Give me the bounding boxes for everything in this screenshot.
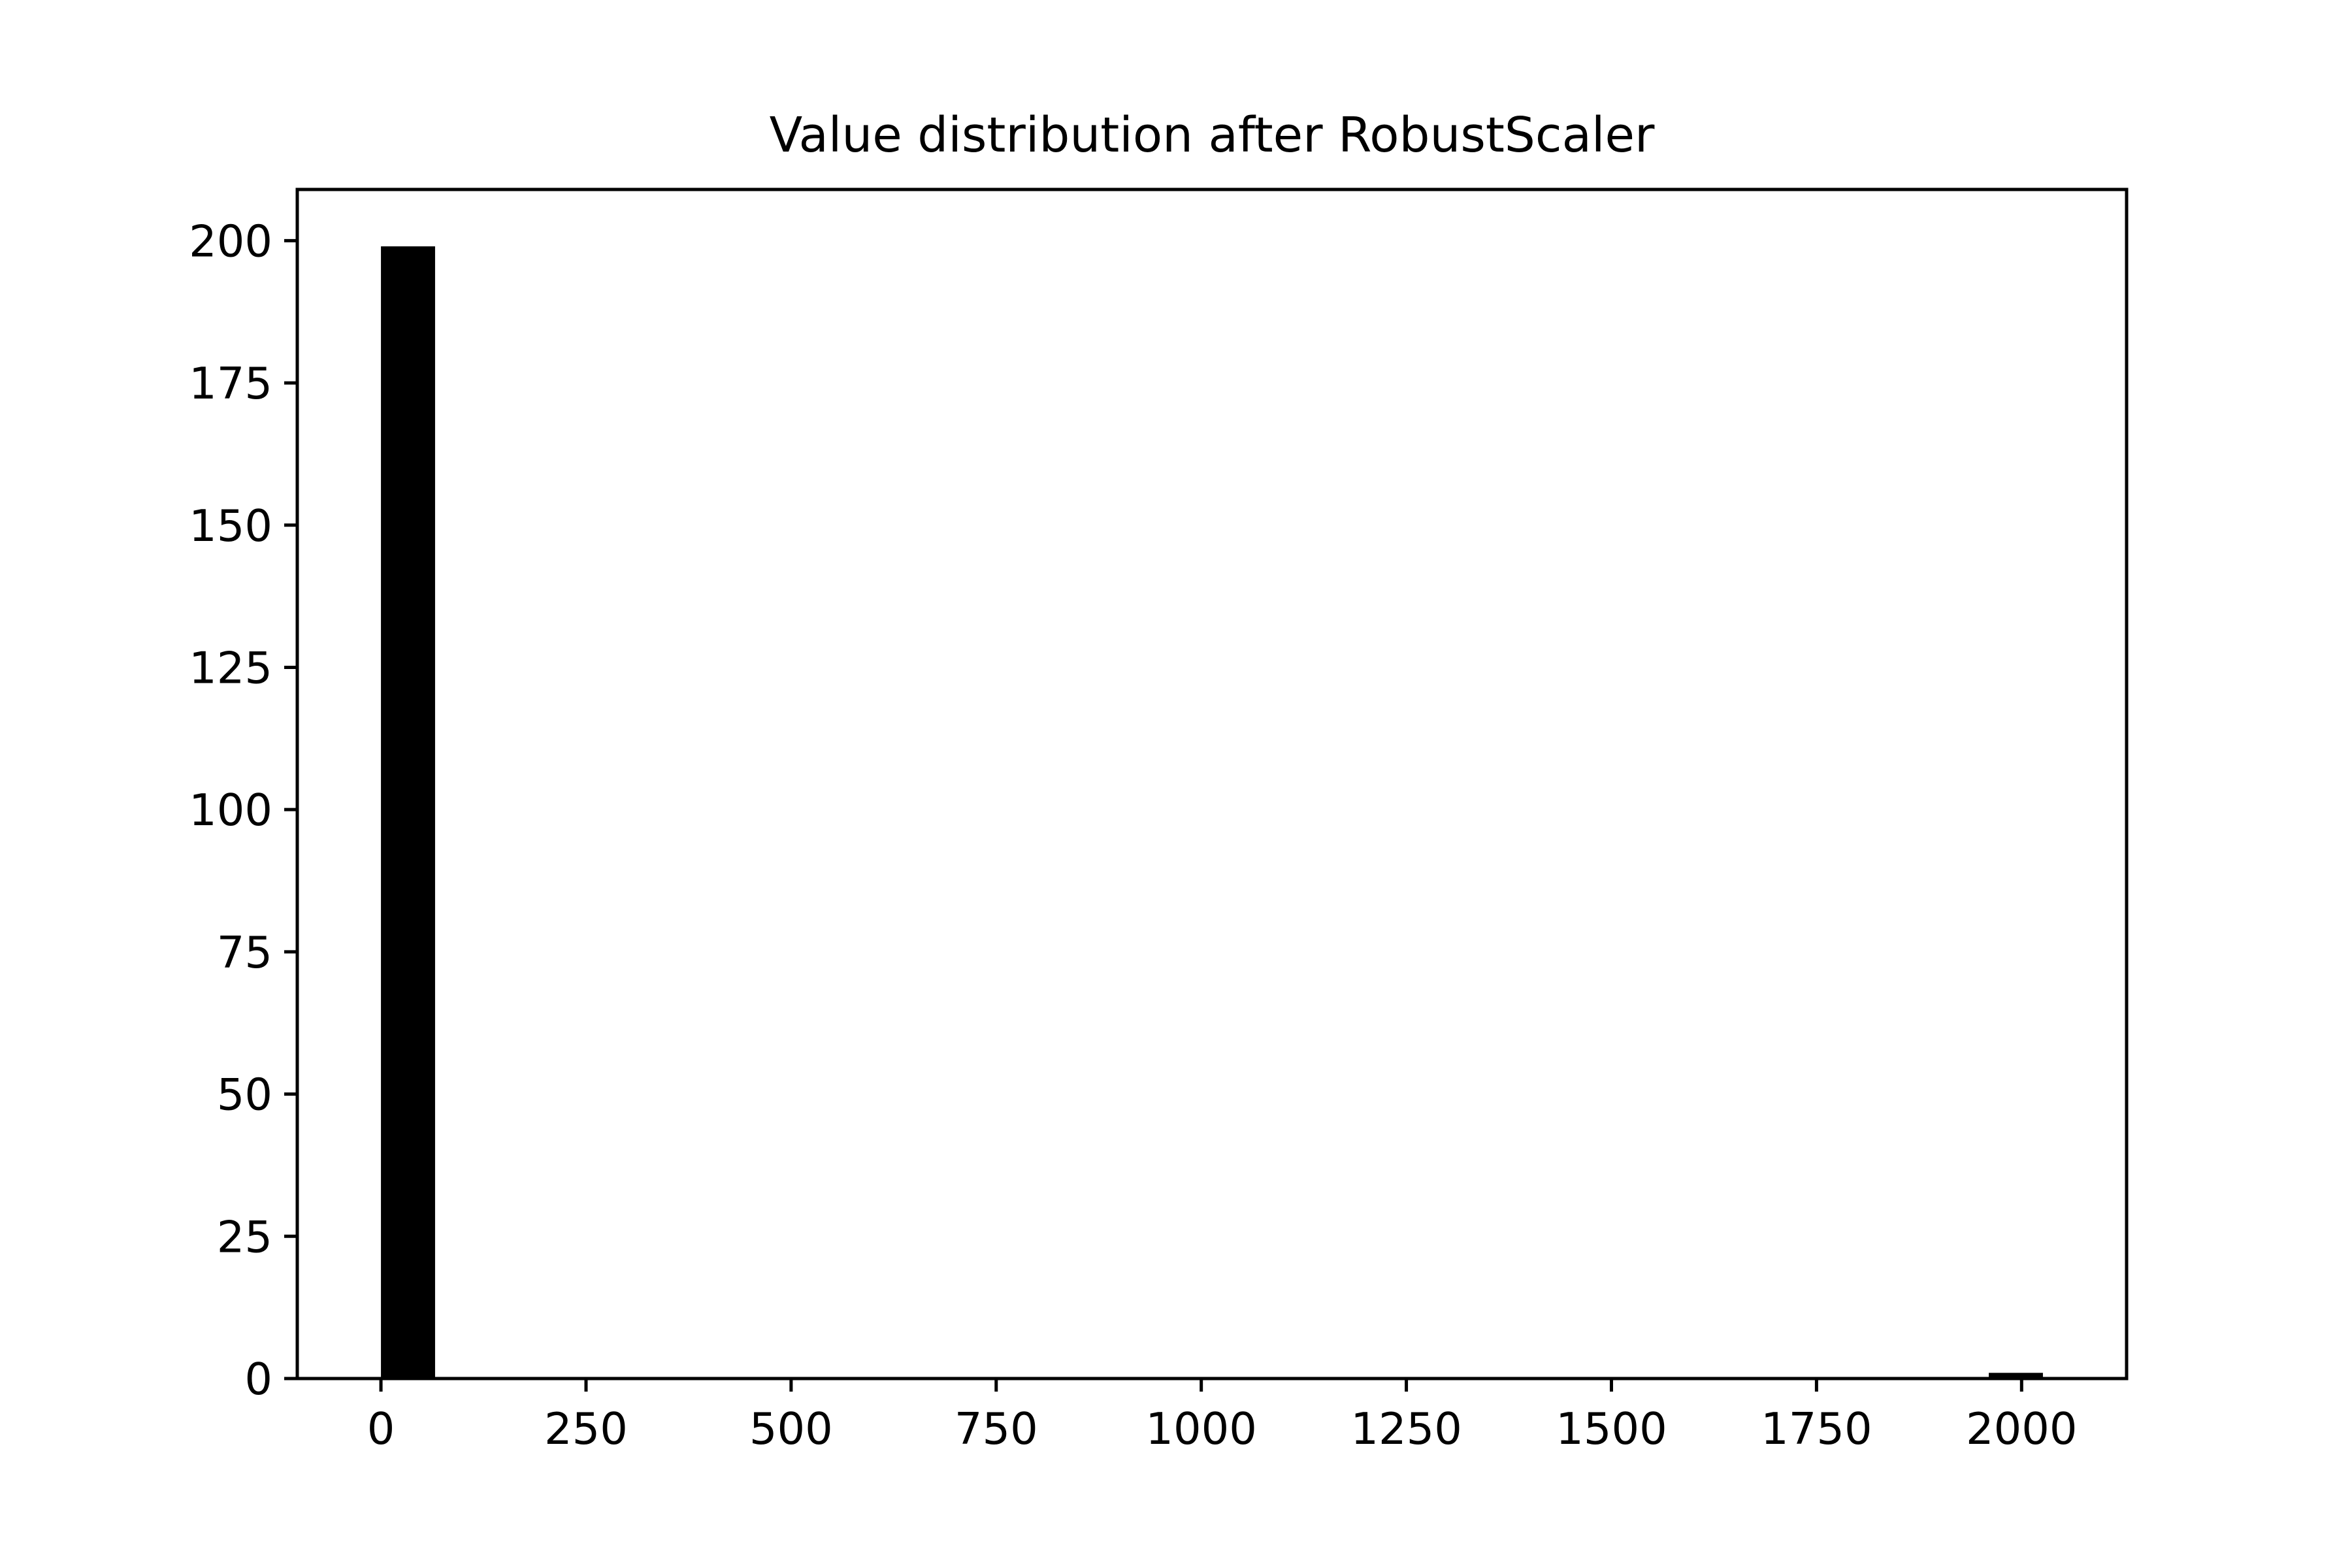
- x-tick-label: 2000: [1966, 1403, 2078, 1454]
- y-axis: 0 25 50 75 100 125 150 175 200: [189, 216, 297, 1405]
- y-tick-label: 75: [217, 927, 272, 978]
- y-tick-label: 200: [189, 216, 272, 267]
- y-tick-label: 0: [244, 1354, 272, 1405]
- y-tick-label: 175: [189, 358, 272, 409]
- plot-frame: [295, 188, 2129, 1380]
- x-axis: 0 250 500 750 1000 1250 1500 1750 2000: [367, 1379, 2078, 1454]
- bars-layer: [381, 246, 2043, 1379]
- y-tick-label: 150: [189, 500, 272, 551]
- y-tick-label: 50: [217, 1070, 272, 1120]
- x-tick-label: 1750: [1761, 1403, 1872, 1454]
- y-tick-label: 125: [189, 642, 272, 693]
- histogram-bar-0: [381, 246, 435, 1379]
- x-tick-label: 750: [955, 1403, 1038, 1454]
- chart-title: Value distribution after RobustScaler: [770, 107, 1655, 163]
- x-tick-label: 1250: [1350, 1403, 1462, 1454]
- x-tick-label: 0: [367, 1403, 395, 1454]
- histogram-bar-1: [1989, 1373, 2043, 1379]
- y-tick-label: 25: [217, 1211, 272, 1262]
- y-tick-label: 100: [189, 785, 272, 836]
- x-tick-label: 1000: [1145, 1403, 1257, 1454]
- x-tick-label: 1500: [1556, 1403, 1667, 1454]
- x-tick-label: 250: [544, 1403, 628, 1454]
- x-tick-label: 500: [749, 1403, 833, 1454]
